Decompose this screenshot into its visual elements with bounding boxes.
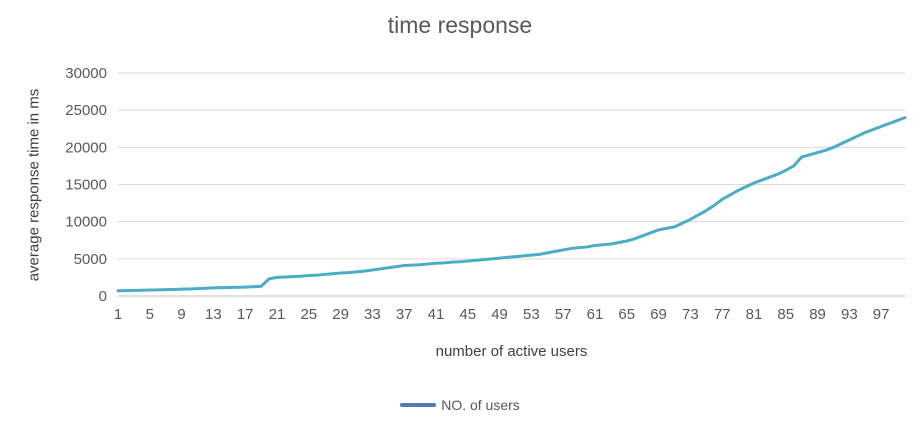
x-tick-label: 1 — [114, 306, 122, 323]
y-tick-label: 25000 — [65, 102, 107, 119]
x-tick-label: 57 — [555, 306, 572, 323]
legend: NO. of users — [0, 397, 920, 413]
x-tick-label: 45 — [459, 306, 476, 323]
x-tick-label: 61 — [587, 306, 604, 323]
x-tick-label: 65 — [618, 306, 635, 323]
x-axis-title: number of active users — [435, 343, 588, 360]
x-tick-label: 37 — [396, 306, 413, 323]
x-tick-label: 85 — [777, 306, 794, 323]
x-tick-label: 97 — [873, 306, 890, 323]
y-tick-label: 30000 — [65, 65, 107, 82]
y-tick-label: 20000 — [65, 139, 107, 156]
x-tick-label: 73 — [682, 306, 699, 323]
x-tick-label: 89 — [809, 306, 826, 323]
x-tick-label: 53 — [523, 306, 540, 323]
x-tick-label: 93 — [841, 306, 858, 323]
x-tick-label: 9 — [177, 306, 185, 323]
y-tick-label: 10000 — [65, 214, 107, 231]
x-tick-label: 49 — [491, 306, 508, 323]
x-tick-label: 77 — [714, 306, 731, 323]
x-tick-label: 33 — [364, 306, 381, 323]
series-line-no-of-users — [116, 116, 907, 293]
x-tick-label: 13 — [205, 306, 222, 323]
chart-title: time response — [387, 12, 533, 38]
x-tick-label: 21 — [269, 306, 286, 323]
x-tick-label: 17 — [237, 306, 254, 323]
y-tick-label: 15000 — [65, 177, 107, 194]
y-tick-label: 5000 — [74, 251, 107, 268]
y-tick-label: 0 — [99, 288, 107, 305]
legend-line-marker — [400, 403, 437, 407]
x-tick-label: 69 — [650, 306, 667, 323]
x-tick-label: 5 — [146, 306, 154, 323]
x-tick-label: 29 — [332, 306, 349, 323]
chart-svg: 0 5000 10000 15000 20000 25000 30000 1 5 9 13 17 21 2… — [65, 65, 907, 323]
x-tick-label: 81 — [746, 306, 763, 323]
x-tick-label: 41 — [428, 306, 445, 323]
legend-label: NO. of users — [441, 397, 520, 413]
x-tick-label: 25 — [300, 306, 317, 323]
